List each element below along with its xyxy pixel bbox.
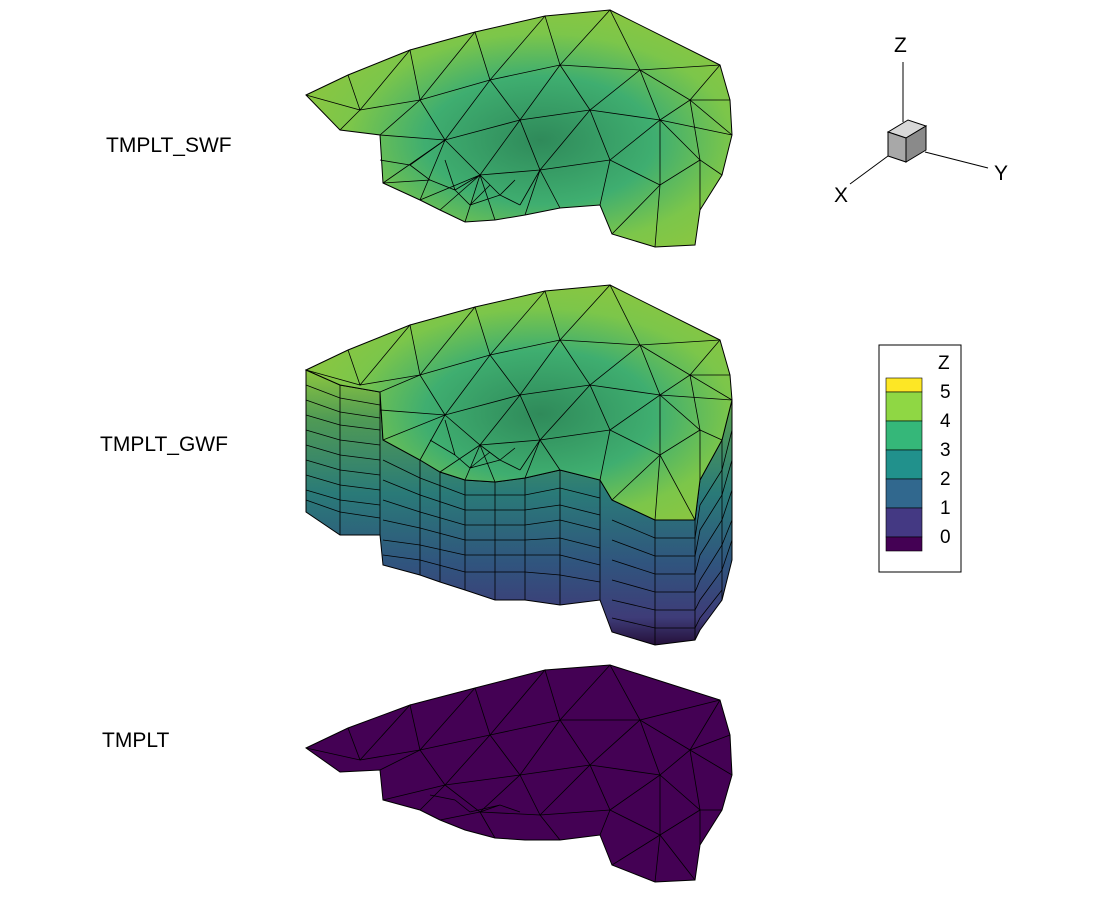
legend-label: 2 [940, 469, 951, 490]
legend-swatch [885, 507, 923, 538]
legend-label: 4 [940, 411, 951, 432]
mesh-gwf [304, 284, 733, 646]
axis-label-y: Y [994, 162, 1008, 185]
legend-label: 1 [940, 498, 951, 519]
mesh-label-swf: TMPLT_SWF [106, 134, 232, 157]
mesh-label-tmplt: TMPLT [102, 729, 169, 752]
mesh-label-gwf: TMPLT_GWF [100, 433, 228, 456]
axes-triad: Z Y X [834, 34, 1008, 207]
orientation-cube-icon [886, 119, 928, 163]
legend-swatch [885, 536, 923, 552]
legend-swatch [885, 391, 923, 422]
legend-swatch [885, 420, 923, 451]
legend-swatch [885, 449, 923, 480]
color-legend: Z 5 4 3 2 1 0 [878, 344, 962, 573]
mesh-swf [305, 9, 733, 248]
legend-label: 0 [940, 527, 951, 548]
axis-label-z: Z [894, 34, 907, 57]
legend-swatch [885, 377, 923, 393]
legend-swatch [885, 478, 923, 509]
axis-label-x: X [834, 184, 848, 207]
mesh-tmplt [305, 664, 733, 883]
legend-title: Z [938, 353, 950, 374]
legend-label: 3 [940, 440, 951, 461]
legend-label: 5 [940, 382, 951, 403]
